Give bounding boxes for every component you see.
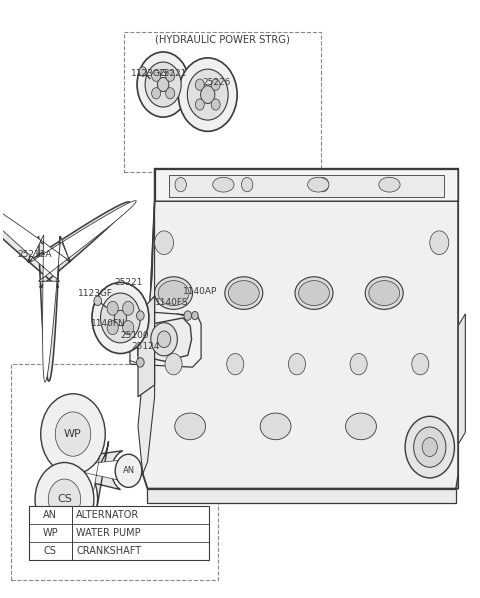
Text: 25100: 25100 bbox=[120, 331, 149, 340]
Ellipse shape bbox=[369, 280, 400, 306]
Circle shape bbox=[92, 282, 149, 353]
Circle shape bbox=[137, 311, 144, 321]
Polygon shape bbox=[147, 489, 456, 504]
Circle shape bbox=[405, 416, 455, 478]
Circle shape bbox=[317, 178, 329, 192]
Ellipse shape bbox=[299, 280, 329, 306]
Text: 1140FS: 1140FS bbox=[155, 298, 188, 307]
Circle shape bbox=[227, 353, 244, 375]
Ellipse shape bbox=[155, 277, 192, 309]
Polygon shape bbox=[155, 169, 458, 202]
Circle shape bbox=[152, 70, 161, 81]
Polygon shape bbox=[130, 312, 201, 367]
Circle shape bbox=[122, 301, 134, 315]
Ellipse shape bbox=[308, 177, 329, 192]
Polygon shape bbox=[0, 202, 130, 381]
Text: AN: AN bbox=[43, 510, 57, 520]
Circle shape bbox=[350, 353, 367, 375]
Circle shape bbox=[145, 62, 181, 107]
Text: CRANKSHAFT: CRANKSHAFT bbox=[76, 546, 142, 556]
Circle shape bbox=[157, 331, 171, 347]
Ellipse shape bbox=[260, 413, 291, 440]
Ellipse shape bbox=[225, 277, 263, 309]
Polygon shape bbox=[143, 202, 458, 489]
Polygon shape bbox=[138, 318, 192, 361]
Circle shape bbox=[155, 231, 174, 255]
Polygon shape bbox=[53, 441, 123, 506]
Text: CS: CS bbox=[44, 546, 57, 556]
Text: WATER PUMP: WATER PUMP bbox=[76, 528, 141, 538]
Circle shape bbox=[412, 353, 429, 375]
Text: AN: AN bbox=[122, 466, 134, 475]
Text: 1123GF: 1123GF bbox=[78, 289, 113, 298]
Circle shape bbox=[55, 412, 91, 456]
Polygon shape bbox=[55, 440, 125, 505]
Circle shape bbox=[288, 353, 305, 375]
Circle shape bbox=[152, 88, 161, 99]
Text: 25124: 25124 bbox=[131, 342, 159, 351]
Circle shape bbox=[241, 178, 253, 192]
Circle shape bbox=[41, 394, 105, 474]
Text: ALTERNATOR: ALTERNATOR bbox=[76, 510, 140, 520]
Text: WP: WP bbox=[64, 429, 82, 439]
Circle shape bbox=[151, 323, 178, 356]
Circle shape bbox=[201, 86, 215, 103]
Ellipse shape bbox=[213, 177, 234, 192]
Circle shape bbox=[94, 296, 101, 306]
Polygon shape bbox=[138, 296, 155, 396]
Ellipse shape bbox=[379, 177, 400, 192]
Ellipse shape bbox=[295, 277, 333, 309]
Text: 25221: 25221 bbox=[158, 69, 186, 78]
Circle shape bbox=[122, 321, 134, 335]
Circle shape bbox=[137, 358, 144, 367]
Polygon shape bbox=[138, 202, 155, 474]
Text: 25226: 25226 bbox=[202, 78, 230, 87]
Polygon shape bbox=[0, 195, 136, 382]
Circle shape bbox=[139, 67, 146, 76]
Text: CS: CS bbox=[57, 494, 72, 504]
Circle shape bbox=[100, 293, 140, 343]
Circle shape bbox=[211, 99, 220, 110]
Circle shape bbox=[48, 479, 81, 520]
Circle shape bbox=[179, 58, 237, 132]
Bar bbox=[29, 507, 209, 560]
Circle shape bbox=[175, 178, 186, 192]
Circle shape bbox=[422, 438, 437, 457]
Polygon shape bbox=[169, 175, 444, 197]
Circle shape bbox=[195, 79, 204, 90]
Circle shape bbox=[430, 231, 449, 255]
Circle shape bbox=[115, 454, 142, 487]
Circle shape bbox=[184, 311, 192, 321]
Circle shape bbox=[195, 99, 204, 110]
Circle shape bbox=[107, 301, 118, 315]
Ellipse shape bbox=[365, 277, 403, 309]
Circle shape bbox=[165, 353, 182, 375]
Bar bbox=[124, 32, 321, 172]
Circle shape bbox=[187, 69, 228, 120]
Circle shape bbox=[192, 312, 198, 320]
Circle shape bbox=[414, 427, 446, 467]
Ellipse shape bbox=[158, 280, 189, 306]
Circle shape bbox=[211, 79, 220, 90]
Bar bbox=[12, 364, 218, 581]
Ellipse shape bbox=[228, 280, 259, 306]
Polygon shape bbox=[458, 314, 466, 444]
Text: (HYDRAULIC POWER STRG): (HYDRAULIC POWER STRG) bbox=[155, 35, 290, 44]
Circle shape bbox=[114, 310, 127, 326]
Circle shape bbox=[157, 77, 169, 91]
Circle shape bbox=[137, 52, 189, 117]
Circle shape bbox=[166, 88, 175, 99]
Circle shape bbox=[384, 178, 395, 192]
Text: 1140AP: 1140AP bbox=[183, 288, 217, 297]
Text: 1123GG: 1123GG bbox=[131, 69, 168, 78]
Text: WP: WP bbox=[42, 528, 58, 538]
Circle shape bbox=[107, 321, 118, 335]
Ellipse shape bbox=[175, 413, 205, 440]
Circle shape bbox=[166, 70, 175, 81]
Ellipse shape bbox=[346, 413, 376, 440]
Circle shape bbox=[35, 462, 94, 536]
Text: 25221: 25221 bbox=[114, 278, 143, 287]
Text: 25212A: 25212A bbox=[17, 250, 51, 259]
Text: 1140FN: 1140FN bbox=[91, 319, 125, 328]
